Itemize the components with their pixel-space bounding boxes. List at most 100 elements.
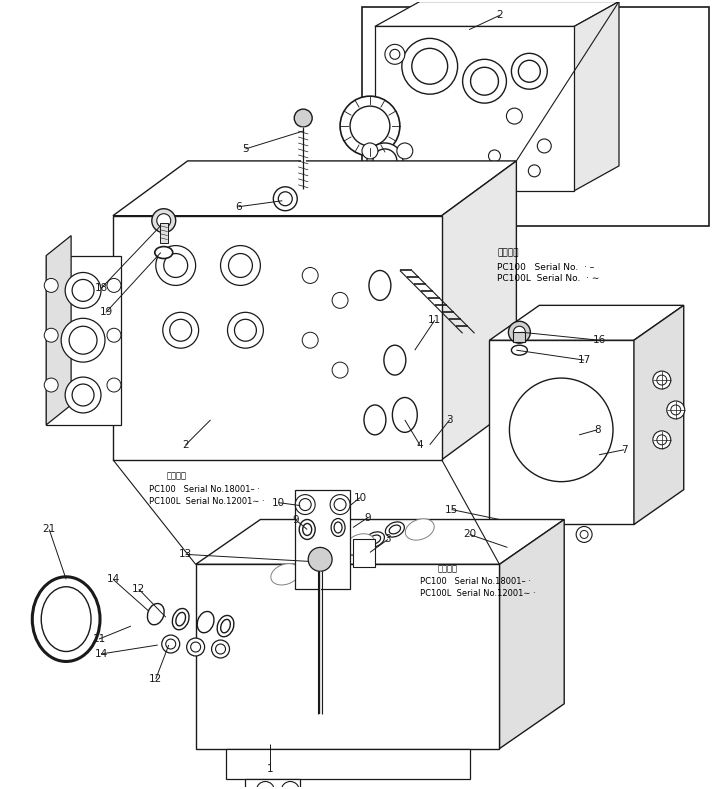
- Text: 3: 3: [385, 534, 391, 544]
- Ellipse shape: [331, 518, 345, 537]
- Text: 17: 17: [577, 355, 591, 365]
- Ellipse shape: [155, 247, 173, 259]
- Text: 13: 13: [179, 549, 192, 559]
- Text: 7: 7: [620, 445, 628, 454]
- Bar: [513, 332, 526, 342]
- Ellipse shape: [197, 611, 214, 633]
- Circle shape: [228, 312, 264, 348]
- Text: 11: 11: [428, 316, 442, 325]
- Circle shape: [45, 378, 58, 392]
- Circle shape: [220, 245, 261, 286]
- Text: 12: 12: [149, 674, 162, 684]
- Ellipse shape: [345, 540, 365, 555]
- Text: 適用号機: 適用号機: [498, 249, 519, 257]
- Circle shape: [157, 214, 171, 228]
- Circle shape: [657, 435, 667, 445]
- Circle shape: [671, 405, 681, 415]
- Ellipse shape: [334, 522, 342, 533]
- Ellipse shape: [364, 405, 386, 435]
- Ellipse shape: [271, 563, 299, 585]
- Circle shape: [470, 67, 498, 95]
- Bar: [295, 490, 350, 589]
- Circle shape: [162, 635, 180, 653]
- Text: 14: 14: [94, 649, 108, 659]
- Circle shape: [653, 371, 671, 389]
- Circle shape: [383, 169, 397, 183]
- Ellipse shape: [325, 553, 336, 562]
- Polygon shape: [195, 519, 564, 564]
- Circle shape: [576, 526, 592, 542]
- Circle shape: [235, 320, 256, 341]
- Circle shape: [513, 327, 526, 338]
- Text: 10: 10: [271, 498, 285, 507]
- Circle shape: [256, 781, 274, 789]
- Bar: [362, 6, 709, 226]
- Circle shape: [580, 530, 588, 538]
- Text: 5: 5: [242, 144, 248, 154]
- Text: 8: 8: [594, 424, 600, 435]
- Circle shape: [45, 328, 58, 342]
- Text: 11: 11: [93, 634, 106, 644]
- Circle shape: [169, 320, 192, 341]
- Polygon shape: [500, 519, 564, 749]
- Circle shape: [362, 143, 378, 159]
- Text: 6: 6: [236, 202, 242, 211]
- Circle shape: [667, 401, 685, 419]
- Circle shape: [516, 526, 532, 542]
- Polygon shape: [113, 161, 516, 215]
- Circle shape: [164, 253, 187, 278]
- Circle shape: [61, 318, 105, 362]
- Circle shape: [330, 495, 350, 514]
- Bar: [246, 779, 300, 789]
- Circle shape: [65, 272, 101, 308]
- Text: PC100   Serial No.18001– ·: PC100 Serial No.18001– ·: [420, 578, 531, 586]
- Circle shape: [308, 548, 332, 571]
- Circle shape: [151, 209, 176, 233]
- Ellipse shape: [147, 604, 164, 625]
- Circle shape: [299, 499, 311, 510]
- Text: 15: 15: [445, 504, 458, 514]
- Circle shape: [550, 540, 558, 548]
- Ellipse shape: [389, 525, 401, 534]
- Text: 1: 1: [267, 764, 274, 773]
- Circle shape: [488, 150, 500, 162]
- Bar: [225, 749, 470, 779]
- Ellipse shape: [384, 346, 406, 375]
- Ellipse shape: [172, 608, 189, 630]
- Text: 3: 3: [447, 415, 453, 425]
- Circle shape: [546, 537, 562, 552]
- Ellipse shape: [299, 519, 315, 540]
- Circle shape: [332, 362, 348, 378]
- Polygon shape: [490, 305, 684, 340]
- Ellipse shape: [365, 532, 384, 547]
- Polygon shape: [574, 2, 619, 191]
- Circle shape: [281, 781, 299, 789]
- Circle shape: [402, 39, 457, 94]
- Text: PC100L  Serial No.  · ∼: PC100L Serial No. · ∼: [498, 275, 600, 283]
- Ellipse shape: [303, 523, 312, 536]
- Bar: [195, 564, 500, 749]
- Circle shape: [462, 59, 506, 103]
- Text: 適用号機: 適用号機: [167, 472, 187, 481]
- Circle shape: [163, 312, 199, 348]
- Circle shape: [340, 96, 400, 156]
- Circle shape: [107, 378, 121, 392]
- Ellipse shape: [392, 398, 417, 432]
- Text: 16: 16: [592, 335, 606, 346]
- Circle shape: [332, 293, 348, 308]
- Text: 9: 9: [292, 514, 299, 525]
- Circle shape: [72, 279, 94, 301]
- Circle shape: [518, 60, 541, 82]
- Circle shape: [528, 165, 541, 177]
- Ellipse shape: [406, 519, 434, 540]
- Circle shape: [107, 328, 121, 342]
- Circle shape: [302, 332, 318, 348]
- Circle shape: [373, 149, 397, 173]
- Bar: [160, 222, 168, 242]
- Polygon shape: [375, 2, 619, 26]
- Text: 2: 2: [182, 439, 189, 450]
- Circle shape: [69, 327, 97, 354]
- Circle shape: [295, 495, 315, 514]
- Circle shape: [657, 375, 667, 385]
- Text: 適用号機: 適用号機: [438, 564, 457, 574]
